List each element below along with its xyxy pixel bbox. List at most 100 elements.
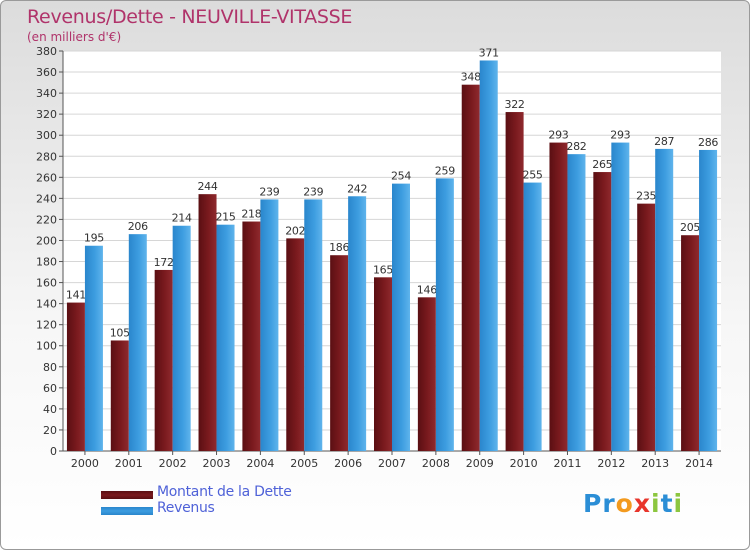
y-tick-label: 280 <box>36 150 57 163</box>
y-tick-label: 40 <box>43 403 57 416</box>
bar-dette <box>593 172 612 452</box>
y-tick-label: 200 <box>36 234 57 247</box>
bar-revenus <box>655 148 674 452</box>
bar-dette-label: 218 <box>241 208 261 221</box>
bar-revenus-label: 239 <box>303 185 323 198</box>
x-tick-label: 2004 <box>246 457 274 470</box>
bar-dette-label: 141 <box>66 289 86 302</box>
bar-dette-label: 146 <box>417 283 437 296</box>
y-tick-label: 260 <box>36 171 57 184</box>
x-tick-label: 2011 <box>553 457 581 470</box>
bar-revenus-label: 254 <box>391 170 411 183</box>
x-tick-label: 2000 <box>71 457 99 470</box>
logo-letter: i <box>651 489 661 518</box>
logo-letter: o <box>615 489 634 518</box>
bar-revenus-label: 206 <box>128 220 148 233</box>
x-tick-label: 2005 <box>290 457 318 470</box>
bar-revenus <box>567 154 586 451</box>
bar-revenus <box>611 142 630 451</box>
y-tick-label: 240 <box>36 192 57 205</box>
bar-dette <box>549 142 568 451</box>
y-tick-label: 160 <box>36 277 57 290</box>
legend-label-revenus: Revenus <box>157 500 215 516</box>
bar-revenus <box>523 182 542 451</box>
logo-letter: i <box>673 489 684 518</box>
y-tick-label: 120 <box>36 319 57 332</box>
x-tick-label: 2014 <box>685 457 713 470</box>
bar-revenus-label: 371 <box>479 46 499 59</box>
bar-revenus-label: 214 <box>172 212 192 225</box>
bar-dette-label: 293 <box>548 129 568 142</box>
y-tick-label: 360 <box>36 66 57 79</box>
x-tick-label: 2001 <box>115 457 143 470</box>
bar-revenus-label: 215 <box>215 211 235 224</box>
bar-dette-label: 165 <box>373 263 393 276</box>
y-tick-label: 20 <box>43 424 57 437</box>
bar-dette-label: 105 <box>110 326 130 339</box>
x-tick-label: 2012 <box>597 457 625 470</box>
bar-dette-label: 205 <box>680 221 700 234</box>
x-tick-label: 2006 <box>334 457 362 470</box>
bar-dette <box>505 112 524 451</box>
y-tick-label: 140 <box>36 298 57 311</box>
x-tick-label: 2010 <box>510 457 538 470</box>
bar-dette <box>461 84 480 452</box>
bar-revenus-label: 282 <box>566 140 586 153</box>
bar-revenus-label: 293 <box>610 129 630 142</box>
bar-revenus <box>699 149 718 451</box>
bar-revenus <box>479 60 498 451</box>
bar-dette-label: 202 <box>285 224 305 237</box>
chart-title: Revenus/Dette - NEUVILLE-VITASSE <box>27 6 353 28</box>
bar-dette-label: 172 <box>154 256 174 269</box>
bar-revenus <box>172 225 191 451</box>
bar-revenus <box>304 199 323 451</box>
proxiti-logo: Proxiti <box>583 489 683 518</box>
bar-dette-label: 322 <box>505 98 525 111</box>
y-tick-label: 80 <box>43 361 57 374</box>
y-tick-label: 380 <box>36 45 57 58</box>
chart-subtitle: (en milliers d'€) <box>27 30 122 44</box>
bar-dette-label: 244 <box>197 180 217 193</box>
bar-dette <box>110 340 129 451</box>
bar-revenus <box>392 183 410 451</box>
bar-dette-label: 186 <box>329 241 349 254</box>
bar-dette <box>374 277 392 451</box>
bar-revenus-label: 242 <box>347 182 367 195</box>
bar-dette <box>198 194 217 451</box>
y-tick-label: 340 <box>36 87 57 100</box>
x-tick-label: 2013 <box>641 457 669 470</box>
bar-dette <box>637 203 656 451</box>
y-tick-label: 0 <box>50 445 57 458</box>
logo-letter: r <box>602 489 616 518</box>
bar-revenus-label: 195 <box>84 232 104 245</box>
x-tick-label: 2009 <box>466 457 494 470</box>
x-tick-label: 2003 <box>203 457 231 470</box>
bar-dette <box>286 238 305 451</box>
y-tick-label: 180 <box>36 256 57 269</box>
y-tick-label: 320 <box>36 108 57 121</box>
bar-dette <box>154 269 173 451</box>
y-tick-label: 60 <box>43 382 57 395</box>
bar-revenus <box>435 178 454 452</box>
legend-swatch-dette <box>101 491 153 499</box>
bar-revenus-label: 286 <box>698 136 718 149</box>
bar-dette <box>330 255 349 451</box>
bar-revenus-label: 239 <box>259 185 279 198</box>
bar-dette <box>681 235 700 451</box>
x-tick-label: 2008 <box>422 457 450 470</box>
legend-label-dette: Montant de la Dette <box>157 484 292 500</box>
bar-dette-label: 235 <box>636 190 656 203</box>
bar-dette-label: 348 <box>461 71 481 84</box>
bar-revenus <box>216 224 235 451</box>
bar-revenus-label: 287 <box>654 135 674 148</box>
bar-dette <box>66 302 85 451</box>
bar-revenus-label: 255 <box>523 169 543 182</box>
logo-letter: t <box>660 489 674 518</box>
y-tick-label: 220 <box>36 213 57 226</box>
bar-dette <box>242 221 261 451</box>
bar-revenus <box>348 196 367 451</box>
legend-swatch-revenus <box>101 507 153 515</box>
bar-dette-label: 265 <box>592 158 612 171</box>
